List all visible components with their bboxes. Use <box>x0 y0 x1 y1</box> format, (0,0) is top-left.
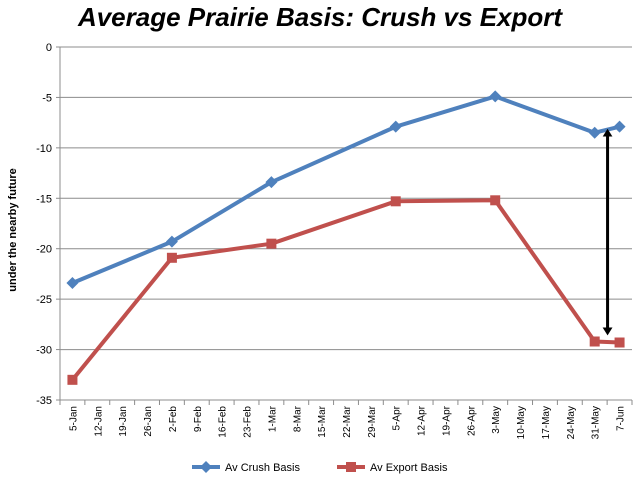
y-tick-label: -5 <box>42 92 52 104</box>
y-tick-label: -10 <box>36 143 52 155</box>
data-point-export <box>67 374 78 385</box>
y-tick-label: -20 <box>36 244 52 256</box>
x-tick-label: 5-Jan <box>68 406 79 431</box>
x-tick-label: 8-Mar <box>292 405 303 432</box>
legend-marker <box>346 462 356 472</box>
x-tick-label: 9-Feb <box>193 406 204 433</box>
x-tick-label: 15-Mar <box>317 405 328 437</box>
x-tick-label: 26-Jan <box>143 406 154 437</box>
data-point-crush <box>588 126 601 139</box>
data-point-crush <box>489 90 502 103</box>
x-tick-label: 17-May <box>541 406 552 439</box>
x-tick-label: 12-Apr <box>417 405 428 436</box>
y-tick-label: -30 <box>36 345 52 357</box>
data-point-crush <box>389 120 402 133</box>
x-tick-label: 19-Jan <box>118 406 129 437</box>
y-tick-label: -25 <box>36 294 52 306</box>
x-tick-label: 7-Jun <box>616 406 627 431</box>
data-point-crush <box>165 235 178 248</box>
x-tick-label: 26-Apr <box>466 405 477 436</box>
x-tick-label: 10-May <box>516 406 527 439</box>
x-tick-label: 12-Jan <box>93 406 104 437</box>
data-point-crush <box>613 120 626 133</box>
x-tick-label: 19-Apr <box>441 405 452 436</box>
data-point-export <box>589 336 600 347</box>
x-tick-label: 31-May <box>591 406 602 439</box>
data-point-export <box>266 238 277 249</box>
legend-label: Av Export Basis <box>370 462 448 474</box>
y-tick-label: -15 <box>36 193 52 205</box>
x-tick-label: 29-Mar <box>367 405 378 437</box>
series-line-crush <box>71 94 621 285</box>
x-tick-label: 22-Mar <box>342 405 353 437</box>
data-point-crush <box>66 277 79 290</box>
data-point-export <box>614 337 625 348</box>
x-tick-label: 3-May <box>491 406 502 434</box>
x-tick-label: 5-Apr <box>392 405 403 430</box>
x-tick-label: 16-Feb <box>218 406 229 438</box>
x-tick-label: 24-May <box>566 406 577 439</box>
series <box>66 90 626 385</box>
data-point-export <box>390 196 401 207</box>
legend-marker <box>200 461 212 473</box>
y-axis-title: under the nearby future <box>7 168 19 291</box>
x-tick-label: 1-Mar <box>267 405 278 432</box>
axes: 0 -5 -10 -15 -20 -25 -30 -35 5-Jan 12-Jan 19-Jan 26… <box>36 42 633 439</box>
data-point-crush <box>265 176 278 189</box>
data-point-export <box>166 252 177 263</box>
chart-title: Average Prairie Basis: Crush vs Export <box>77 2 563 32</box>
series-line-export <box>70 198 620 382</box>
gridlines <box>60 46 632 401</box>
data-point-export <box>490 195 501 206</box>
y-tick-label: -35 <box>36 395 52 407</box>
x-tick-label: 2-Feb <box>168 406 179 433</box>
legend: Av Crush Basis Av Export Basis <box>192 461 448 474</box>
x-tick-label: 23-Feb <box>243 406 254 438</box>
legend-label: Av Crush Basis <box>225 462 300 474</box>
y-tick-label: 0 <box>46 42 52 54</box>
